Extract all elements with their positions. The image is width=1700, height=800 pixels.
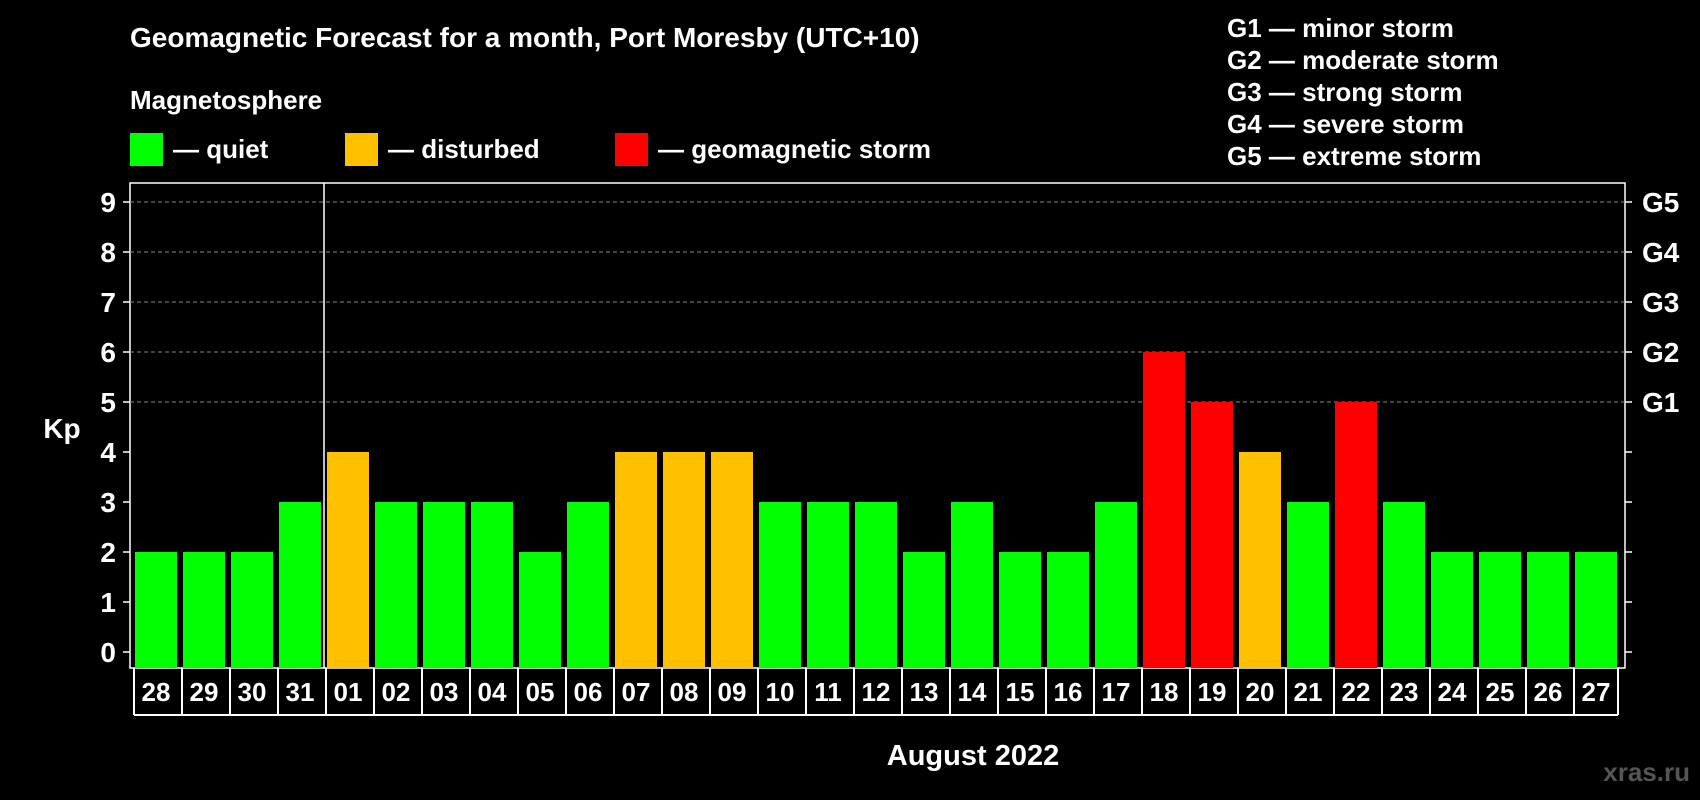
legend-item-disturbed: — disturbed [345, 133, 540, 166]
bar-06 [567, 502, 609, 668]
bar-04 [471, 502, 513, 668]
storm-scale-g1: G1 — minor storm [1227, 13, 1454, 43]
y-tick-label-6: 6 [100, 337, 116, 368]
x-axis-label: August 2022 [887, 740, 1059, 772]
legend-label-storm: — geomagnetic storm [658, 134, 932, 164]
x-tick-label-10: 10 [766, 677, 795, 707]
bar-03 [423, 502, 465, 668]
legend-swatch-disturbed [345, 133, 378, 166]
y-axis-label: Kp [43, 413, 80, 444]
x-tick-label-05: 05 [526, 677, 555, 707]
legend-item-quiet: — quiet [130, 133, 268, 166]
x-tick-label-02: 02 [382, 677, 411, 707]
bar-08 [663, 452, 705, 668]
y-tick-label-7: 7 [100, 287, 116, 318]
x-tick-label-01: 01 [334, 677, 363, 707]
bar-05 [519, 552, 561, 668]
y-tick-label-4: 4 [100, 437, 116, 468]
x-tick-label-09: 09 [718, 677, 747, 707]
g-label-g1: G1 [1642, 387, 1679, 418]
bar-26 [1527, 552, 1569, 668]
g-label-g2: G2 [1642, 337, 1679, 368]
x-tick-label-07: 07 [622, 677, 651, 707]
storm-scale-g5: G5 — extreme storm [1227, 141, 1482, 171]
legend-label-quiet: — quiet [173, 134, 269, 164]
bar-31 [279, 502, 321, 668]
y-tick-label-9: 9 [100, 187, 116, 218]
y-tick-label-2: 2 [100, 537, 116, 568]
legend-swatch-storm [615, 133, 648, 166]
x-tick-label-13: 13 [910, 677, 939, 707]
x-tick-label-11: 11 [814, 677, 842, 707]
storm-scale-g2: G2 — moderate storm [1227, 45, 1499, 75]
x-tick-label-26: 26 [1534, 677, 1563, 707]
y-tick-label-8: 8 [100, 237, 116, 268]
bar-27 [1575, 552, 1617, 668]
x-tick-label-19: 19 [1198, 677, 1227, 707]
bar-23 [1383, 502, 1425, 668]
bar-13 [903, 552, 945, 668]
bar-01 [327, 452, 369, 668]
bar-11 [807, 502, 849, 668]
y-tick-label-0: 0 [100, 637, 116, 668]
x-tick-label-06: 06 [574, 677, 603, 707]
storm-scale-g4: G4 — severe storm [1227, 109, 1465, 139]
bar-15 [999, 552, 1041, 668]
bar-25 [1479, 552, 1521, 668]
chart-title: Geomagnetic Forecast for a month, Port M… [130, 22, 920, 53]
x-tick-label-15: 15 [1006, 677, 1035, 707]
bar-24 [1431, 552, 1473, 668]
x-tick-label-04: 04 [478, 677, 507, 707]
legend-label-disturbed: — disturbed [388, 134, 540, 164]
x-tick-label-14: 14 [958, 677, 987, 707]
g-label-g3: G3 [1642, 287, 1679, 318]
x-tick-label-16: 16 [1054, 677, 1083, 707]
bar-30 [231, 552, 273, 668]
g-label-g5: G5 [1642, 187, 1679, 218]
bar-21 [1287, 502, 1329, 668]
bar-07 [615, 452, 657, 668]
bar-09 [711, 452, 753, 668]
x-tick-label-27: 27 [1582, 677, 1611, 707]
x-tick-label-18: 18 [1150, 677, 1179, 707]
storm-scale-g3: G3 — strong storm [1227, 77, 1463, 107]
watermark: xras.ru [1603, 757, 1690, 787]
bar-12 [855, 502, 897, 668]
bar-28 [135, 552, 177, 668]
bar-02 [375, 502, 417, 668]
x-tick-label-30: 30 [238, 677, 267, 707]
x-tick-label-03: 03 [430, 677, 459, 707]
x-tick-label-23: 23 [1390, 677, 1419, 707]
legend-item-storm: — geomagnetic storm [615, 133, 931, 166]
bar-19 [1191, 402, 1233, 668]
bar-14 [951, 502, 993, 668]
x-tick-label-25: 25 [1486, 677, 1515, 707]
storm-scale-list: G1 — minor storm G2 — moderate storm G3 … [1227, 12, 1499, 172]
bar-16 [1047, 552, 1089, 668]
x-tick-label-31: 31 [286, 677, 315, 707]
x-tick-label-17: 17 [1102, 677, 1131, 707]
legend-swatch-quiet [130, 133, 163, 166]
x-tick-label-12: 12 [862, 677, 891, 707]
bar-10 [759, 502, 801, 668]
legend-heading: Magnetosphere [130, 85, 323, 115]
bar-29 [183, 552, 225, 668]
x-tick-label-08: 08 [670, 677, 699, 707]
x-tick-label-28: 28 [142, 677, 171, 707]
x-tick-label-20: 20 [1246, 677, 1275, 707]
bar-22 [1335, 402, 1377, 668]
x-tick-label-22: 22 [1342, 677, 1371, 707]
bar-18 [1143, 352, 1185, 668]
x-tick-label-29: 29 [190, 677, 219, 707]
x-tick-label-24: 24 [1438, 677, 1467, 707]
x-tick-label-21: 21 [1294, 677, 1323, 707]
bar-17 [1095, 502, 1137, 668]
y-tick-label-1: 1 [100, 587, 116, 618]
y-tick-label-3: 3 [100, 487, 116, 518]
y-tick-label-5: 5 [100, 387, 116, 418]
bar-20 [1239, 452, 1281, 668]
g-label-g4: G4 [1642, 237, 1680, 268]
